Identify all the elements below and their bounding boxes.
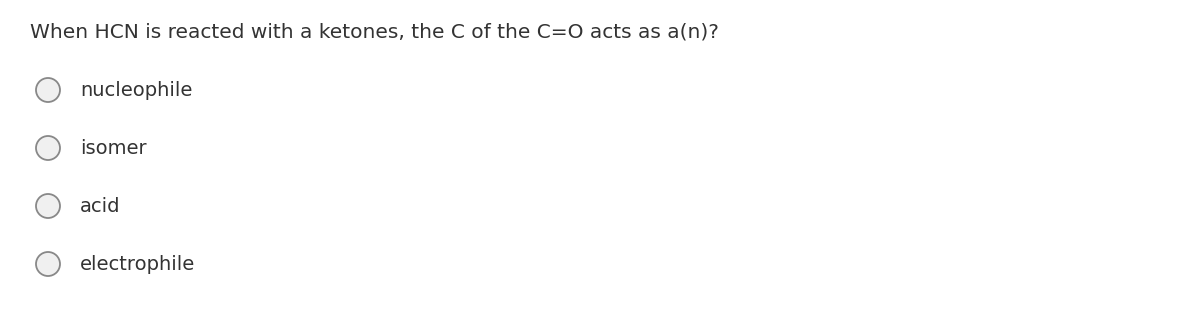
Ellipse shape <box>36 136 60 160</box>
Text: When HCN is reacted with a ketones, the C of the C=O acts as a(n)?: When HCN is reacted with a ketones, the … <box>30 22 719 41</box>
Ellipse shape <box>36 252 60 276</box>
Text: acid: acid <box>80 197 120 215</box>
Ellipse shape <box>36 194 60 218</box>
Text: isomer: isomer <box>80 138 146 158</box>
Ellipse shape <box>36 78 60 102</box>
Text: electrophile: electrophile <box>80 255 196 273</box>
Text: nucleophile: nucleophile <box>80 80 192 100</box>
